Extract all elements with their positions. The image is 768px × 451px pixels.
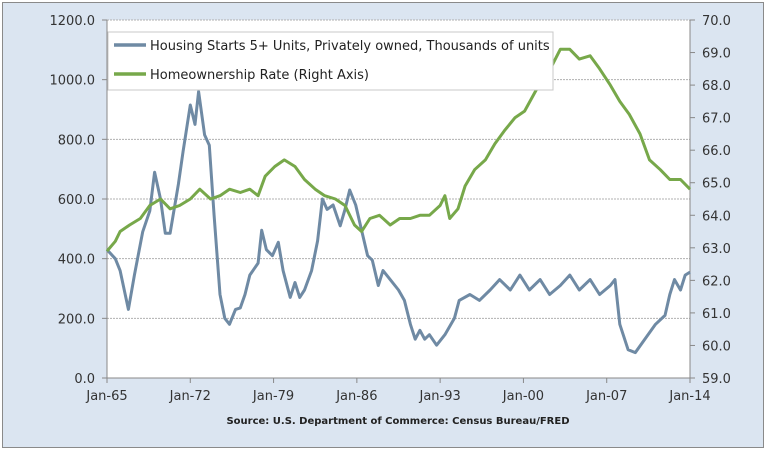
- left-axis-tick-label: 800.0: [58, 133, 95, 148]
- x-axis-tick-label: Jan-93: [419, 389, 461, 404]
- left-axis-tick-label: 1200.0: [50, 14, 96, 29]
- x-axis-tick-label: Jan-72: [169, 389, 211, 404]
- left-axis-tick-label: 0.0: [74, 372, 95, 387]
- right-axis-tick-label: 70.0: [702, 14, 731, 29]
- axes: 0.0 200.0 400.0 600.0 800.0 1000.0 1200.0 59.0 6…: [50, 14, 731, 404]
- right-axis-tick-label: 67.0: [702, 112, 731, 127]
- left-axis-tick-label: 400.0: [58, 253, 95, 268]
- right-axis-tick-label: 62.0: [702, 274, 731, 289]
- right-axis-tick-label: 66.0: [702, 144, 731, 159]
- right-axis-tick-label: 69.0: [702, 47, 731, 62]
- x-axis-tick-label: Jan-14: [668, 389, 710, 404]
- right-axis-tick-label: 59.0: [702, 372, 731, 387]
- series-lines: [105, 47, 692, 355]
- right-axis-tick-label: 64.0: [702, 209, 731, 224]
- right-axis-tick-label: 65.0: [702, 177, 731, 192]
- x-axis-tick-label: Jan-07: [585, 389, 627, 404]
- right-axis-tick-label: 61.0: [702, 307, 731, 322]
- legend-label-homeownership: Homeownership Rate (Right Axis): [150, 68, 369, 83]
- legend: Housing Starts 5+ Units, Privately owned…: [107, 31, 554, 91]
- left-axis-tick-label: 200.0: [58, 312, 95, 327]
- housing-starts-line: [105, 90, 691, 355]
- source-note: Source: U.S. Department of Commerce: Cen…: [226, 416, 569, 427]
- x-axis-tick-label: Jan-00: [502, 389, 544, 404]
- left-axis-tick-label: 600.0: [58, 193, 95, 208]
- legend-box: [107, 31, 554, 91]
- right-axis-tick-label: 68.0: [702, 79, 731, 94]
- legend-label-housing-starts: Housing Starts 5+ Units, Privately owned…: [150, 39, 550, 54]
- x-axis-tick-label: Jan-65: [85, 389, 127, 404]
- homeownership-rate-line: [105, 47, 692, 253]
- right-axis-tick-label: 63.0: [702, 242, 731, 257]
- left-axis-tick-label: 1000.0: [50, 74, 96, 89]
- right-axis-tick-label: 60.0: [702, 339, 731, 354]
- x-axis-tick-label: Jan-86: [335, 389, 377, 404]
- x-axis-tick-label: Jan-79: [252, 389, 294, 404]
